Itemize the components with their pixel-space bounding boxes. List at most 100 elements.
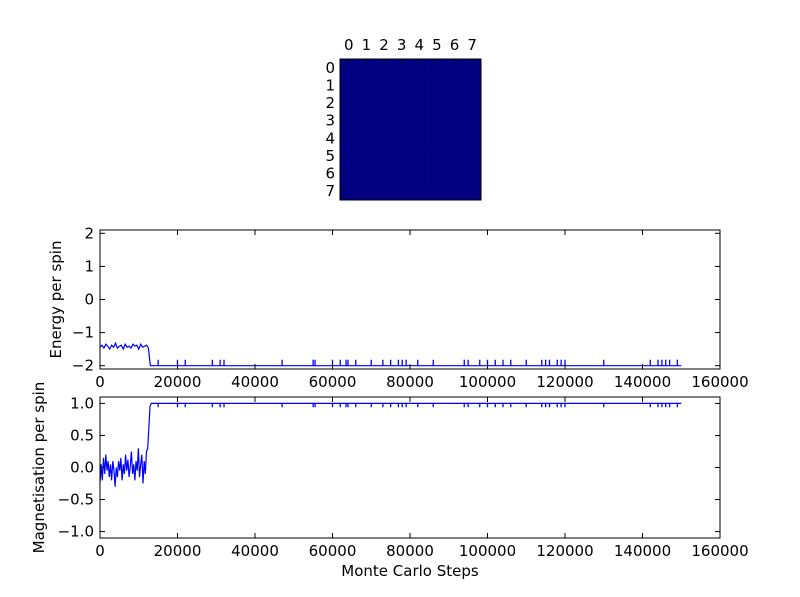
heatmap-cell xyxy=(392,129,411,148)
xtick-label: 160000 xyxy=(691,373,748,391)
heatmap-cell xyxy=(340,182,358,201)
heatmap-cell xyxy=(463,76,482,95)
energy-plot: 0 20000 40000 60000 80000 100000 120000 140000 1… xyxy=(47,224,749,391)
heatmap-cell xyxy=(340,129,358,148)
heatmap-cell xyxy=(375,182,394,201)
ytick-label: −1.0 xyxy=(58,523,94,541)
ytick-label: 0 xyxy=(84,291,94,309)
heatmap-cell xyxy=(428,94,447,113)
heatmap-cell xyxy=(445,94,464,113)
xtick-label: 100000 xyxy=(459,542,516,560)
series-line xyxy=(99,341,682,367)
heatmap-cell xyxy=(410,76,429,95)
ytick-label: −1 xyxy=(72,324,94,342)
y-axis-label: Energy per spin xyxy=(47,241,65,359)
plot-frame xyxy=(99,396,721,539)
heatmap-cell xyxy=(392,76,411,95)
xtick-label: 140000 xyxy=(614,542,671,560)
heatmap-cell xyxy=(340,147,358,166)
heatmap-cell xyxy=(375,111,394,130)
heatmap-cell xyxy=(463,129,482,148)
xtick-label: 160000 xyxy=(691,542,748,560)
xtick-label: 60000 xyxy=(309,542,357,560)
heatmap-cell xyxy=(340,111,358,130)
xtick-label: 120000 xyxy=(536,373,593,391)
heatmap-cell xyxy=(445,76,464,95)
heatmap-cell xyxy=(463,59,482,77)
heatmap-cell xyxy=(463,111,482,130)
heatmap-cell xyxy=(428,76,447,95)
heatmap-cell xyxy=(410,111,429,130)
heatmap-ytick-label: 1 xyxy=(325,76,335,94)
heatmap-cell xyxy=(463,147,482,166)
heatmap-cell xyxy=(375,147,394,166)
heatmap-cell xyxy=(375,129,394,148)
heatmap-cell xyxy=(357,164,376,183)
heatmap-ytick-label: 4 xyxy=(325,129,335,147)
heatmap-cell xyxy=(428,111,447,130)
heatmap-cell xyxy=(375,59,394,77)
xtick-label: 120000 xyxy=(536,542,593,560)
xtick-label: 20000 xyxy=(154,542,202,560)
heatmap-cell xyxy=(392,164,411,183)
ytick-label: 1.0 xyxy=(70,394,94,412)
heatmap-frame xyxy=(339,58,482,201)
heatmap-xtick-label: 0 xyxy=(344,36,354,54)
heatmap-ytick-label: 6 xyxy=(325,165,335,183)
heatmap-xtick-label: 3 xyxy=(397,36,407,54)
xtick-label: 40000 xyxy=(231,373,279,391)
ytick-label: −2 xyxy=(72,357,94,375)
heatmap-ytick-label: 2 xyxy=(325,94,335,112)
heatmap-cell xyxy=(392,182,411,201)
heatmap-cell xyxy=(340,94,358,113)
heatmap-cell xyxy=(463,164,482,183)
xtick-label: 20000 xyxy=(154,373,202,391)
ytick-label: −0.5 xyxy=(58,491,94,509)
heatmap-cell xyxy=(463,94,482,113)
heatmap-cell xyxy=(357,147,376,166)
heatmap-xtick-label: 7 xyxy=(467,36,477,54)
heatmap-cell xyxy=(410,129,429,148)
y-axis-label: Magnetisation per spin xyxy=(30,382,48,554)
series-line xyxy=(99,402,682,487)
ytick-label: 1 xyxy=(84,257,94,275)
heatmap-cell xyxy=(428,59,447,77)
heatmap-cell xyxy=(463,182,482,201)
heatmap-cell xyxy=(392,111,411,130)
heatmap-cell xyxy=(357,94,376,113)
heatmap-cell xyxy=(410,147,429,166)
xtick-label: 0 xyxy=(95,373,105,391)
xtick-label: 40000 xyxy=(231,542,279,560)
xtick-label: 60000 xyxy=(309,373,357,391)
ytick-label: 0.5 xyxy=(70,426,94,444)
heatmap-cell xyxy=(445,129,464,148)
plot-frame xyxy=(99,229,721,370)
heatmap-cell xyxy=(357,59,376,77)
heatmap-cell xyxy=(375,94,394,113)
heatmap-cell xyxy=(445,147,464,166)
heatmap-cell xyxy=(445,59,464,77)
xtick-label: 80000 xyxy=(386,542,434,560)
heatmap-cell xyxy=(392,94,411,113)
heatmap-cell xyxy=(445,164,464,183)
heatmap-cell xyxy=(392,147,411,166)
heatmap-cell xyxy=(445,111,464,130)
heatmap-cell xyxy=(392,59,411,77)
xtick-label: 100000 xyxy=(459,373,516,391)
xtick-label: 0 xyxy=(95,542,105,560)
ytick-label: 2 xyxy=(84,224,94,242)
heatmap-cell xyxy=(428,129,447,148)
heatmap-ytick-label: 3 xyxy=(325,112,335,130)
heatmap-cell xyxy=(340,76,358,95)
heatmap-xtick-label: 2 xyxy=(379,36,389,54)
heatmap-cell xyxy=(357,182,376,201)
heatmap-cell xyxy=(445,182,464,201)
heatmap-cell xyxy=(428,182,447,201)
heatmap-ytick-label: 7 xyxy=(325,182,335,200)
xtick-label: 80000 xyxy=(386,373,434,391)
heatmap-cell xyxy=(375,76,394,95)
heatmap-cell xyxy=(357,76,376,95)
magnetisation-plot: 0 20000 40000 60000 80000 100000 120000 140000 1… xyxy=(30,382,749,580)
heatmap-xtick-label: 5 xyxy=(432,36,442,54)
heatmap-cell xyxy=(375,164,394,183)
